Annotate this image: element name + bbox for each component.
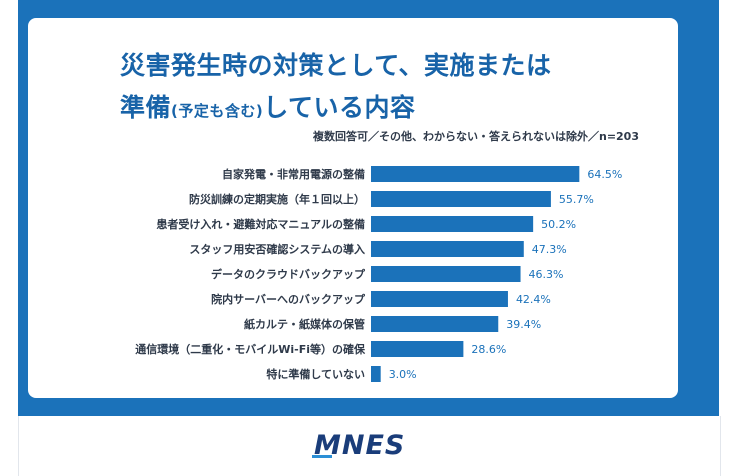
- chart-card: [28, 18, 678, 398]
- bar-chart: 自家発電・非常用電源の整備 64.5% 防災訓練の定期実施（年１回以上） 55.7% 患…: [135, 166, 622, 382]
- chart-subtitle: 複数回答可／その他、わからない・答えられないは除外／n=203: [312, 130, 639, 143]
- chart-title-line2: 準備(予定も含む)している内容: [120, 88, 416, 124]
- chart-title-main: 準備: [120, 93, 172, 122]
- chart-title-paren: (予定も含む): [171, 102, 264, 120]
- bar: [371, 241, 524, 257]
- chart-title-line1: 災害発生時の対策として、実施または: [120, 51, 552, 80]
- bar: [371, 191, 551, 207]
- value-label: 46.3%: [529, 268, 564, 281]
- bar: [371, 291, 508, 307]
- category-label: 院内サーバーへのバックアップ: [211, 292, 366, 306]
- category-label: 紙カルテ・紙媒体の保管: [244, 317, 365, 331]
- brand-logo-mark: [312, 455, 332, 458]
- category-label: 自家発電・非常用電源の整備: [222, 167, 365, 181]
- chart-title-tail: している内容: [263, 93, 416, 122]
- value-label: 28.6%: [471, 343, 506, 356]
- category-label: データのクラウドバックアップ: [211, 267, 366, 281]
- value-label: 47.3%: [532, 243, 567, 256]
- bar: [371, 316, 499, 332]
- value-label: 3.0%: [389, 368, 417, 381]
- value-label: 39.4%: [506, 318, 541, 331]
- bar: [371, 166, 580, 182]
- bar: [371, 216, 534, 232]
- bar: [371, 341, 464, 357]
- value-label: 64.5%: [587, 168, 622, 181]
- category-label: 防災訓練の定期実施（年１回以上）: [189, 192, 365, 206]
- value-label: 42.4%: [516, 293, 551, 306]
- category-label: 通信環境（二重化・モバイルWi-Fi等）の確保: [135, 342, 366, 356]
- category-label: 患者受け入れ・避難対応マニュアルの整備: [156, 217, 365, 231]
- bar: [371, 366, 381, 382]
- category-label: スタッフ用安否確認システムの導入: [189, 242, 365, 256]
- value-label: 55.7%: [559, 193, 594, 206]
- category-label: 特に準備していない: [266, 367, 365, 381]
- footer: [18, 416, 721, 476]
- bar: [371, 266, 521, 282]
- value-label: 50.2%: [541, 218, 576, 231]
